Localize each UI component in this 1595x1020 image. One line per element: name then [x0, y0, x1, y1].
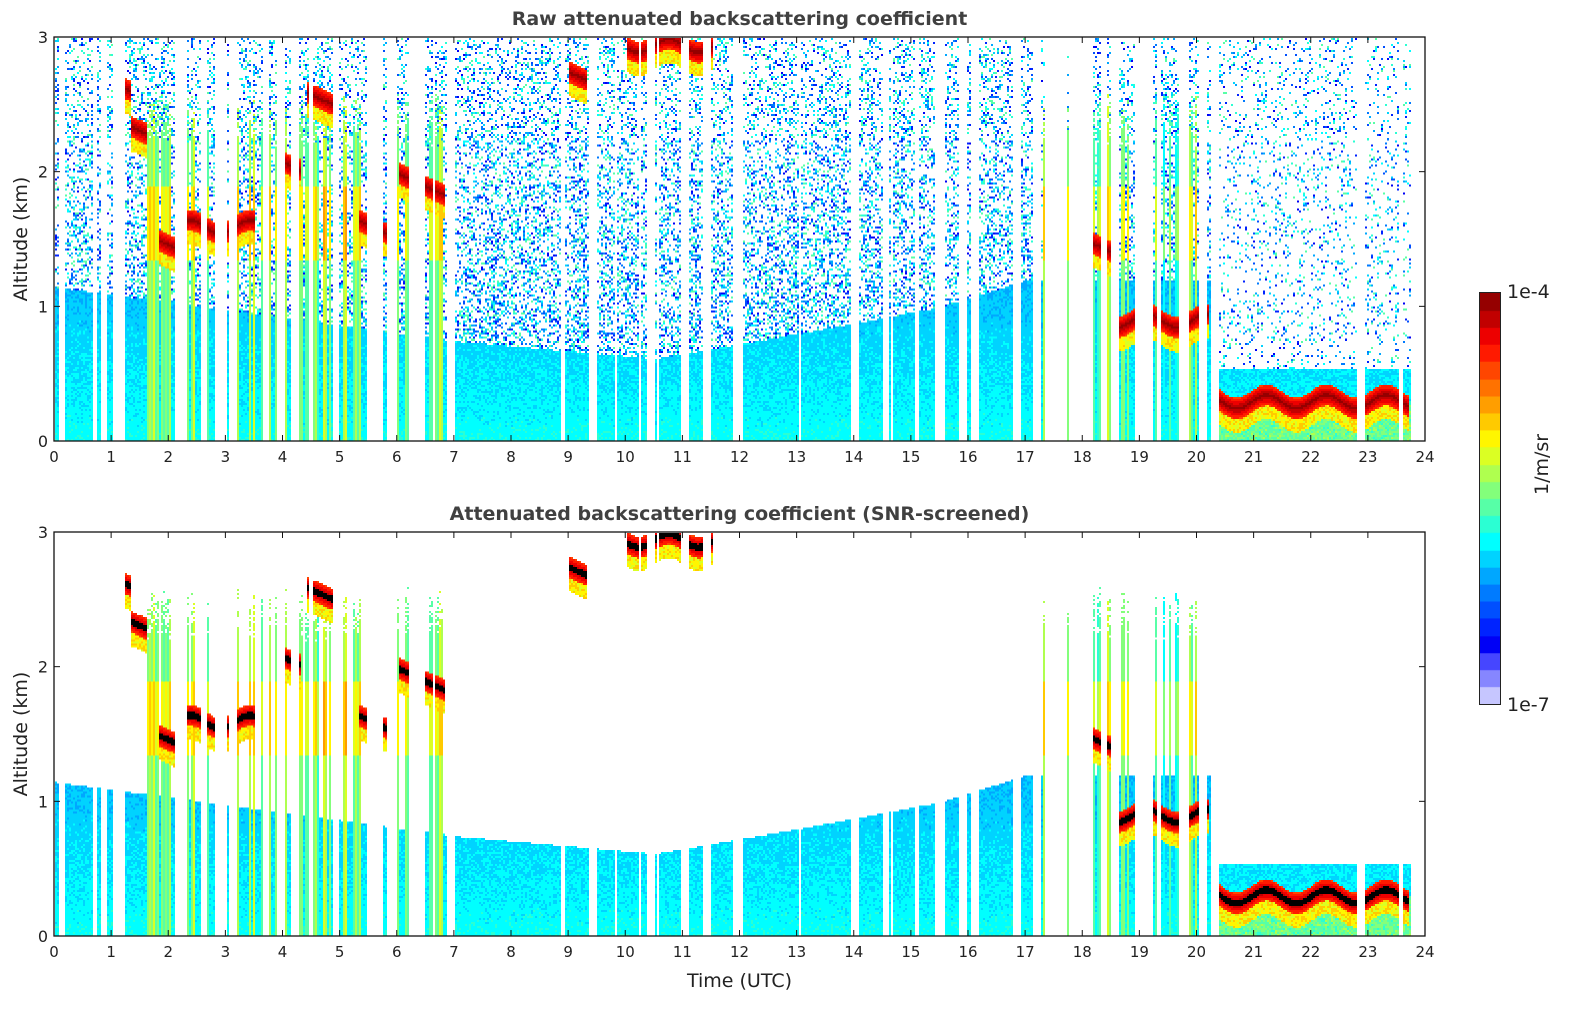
- x-tick-label: 2: [163, 943, 173, 961]
- x-tick-label: 14: [844, 943, 863, 961]
- x-tick-label: 23: [1358, 943, 1377, 961]
- axes-panel-0: 0 1 2 3 4 5 6 7 8 9 10 11 12 13 14 15 16 17 18 19 20 21 22 23 24…: [10, 28, 1435, 466]
- x-tick-label: 23: [1358, 448, 1377, 466]
- x-tick-label: 13: [787, 448, 806, 466]
- colorbar: [1479, 292, 1501, 705]
- y-tick-label: 2: [38, 163, 48, 182]
- heatmap-raw: [55, 38, 1425, 441]
- x-tick-label: 1: [106, 448, 116, 466]
- x-tick-label: 13: [787, 943, 806, 961]
- x-axis-label: Time (UTC): [686, 970, 792, 992]
- y-tick-label: 1: [38, 792, 48, 811]
- plot-frame: [53, 531, 1426, 937]
- plot-frame: [53, 36, 1426, 442]
- axes-panel-1: 0 1 2 3 4 5 6 7 8 9 10 11 12 13 14 15 16 17 18 19 20 21 22 23 24…: [10, 523, 1435, 992]
- x-tick-label: 21: [1244, 448, 1263, 466]
- x-tick-label: 5: [335, 943, 345, 961]
- x-tick-label: 18: [1073, 943, 1092, 961]
- x-tick-label: 8: [506, 943, 516, 961]
- x-tick-label: 3: [221, 448, 231, 466]
- x-tick-label: 9: [563, 448, 573, 466]
- x-tick-label: 12: [730, 448, 749, 466]
- y-tick-label: 1: [38, 297, 48, 316]
- heatmap-screened: [55, 533, 1425, 936]
- x-tick-label: 24: [1415, 448, 1434, 466]
- x-tick-label: 15: [901, 943, 920, 961]
- x-tick-label: 4: [278, 943, 288, 961]
- x-tick-label: 22: [1301, 943, 1320, 961]
- x-tick-label: 17: [1016, 448, 1035, 466]
- x-tick-label: 7: [449, 943, 459, 961]
- x-tick-label: 16: [958, 943, 977, 961]
- chart-title-screened: Attenuated backscattering coefficient (S…: [449, 503, 1030, 525]
- x-tick-label: 17: [1016, 943, 1035, 961]
- x-tick-label: 24: [1415, 943, 1434, 961]
- x-tick-label: 19: [1130, 448, 1149, 466]
- x-tick-label: 10: [616, 448, 635, 466]
- x-tick-label: 9: [563, 943, 573, 961]
- x-tick-label: 16: [958, 448, 977, 466]
- y-tick-label: 2: [38, 658, 48, 677]
- x-tick-label: 5: [335, 448, 345, 466]
- x-tick-label: 8: [506, 448, 516, 466]
- y-tick-label: 0: [38, 927, 48, 946]
- colorbar-gradient: [1480, 293, 1500, 704]
- x-tick-label: 7: [449, 448, 459, 466]
- y-tick-label: 3: [38, 28, 48, 47]
- x-tick-label: 6: [392, 448, 402, 466]
- x-tick-label: 2: [163, 448, 173, 466]
- x-tick-label: 1: [106, 943, 116, 961]
- x-tick-label: 4: [278, 448, 288, 466]
- x-tick-label: 15: [901, 448, 920, 466]
- chart-title-raw: Raw attenuated backscattering coefficien…: [511, 8, 968, 30]
- x-tick-label: 0: [49, 943, 59, 961]
- x-tick-label: 10: [616, 943, 635, 961]
- x-tick-label: 11: [673, 943, 692, 961]
- x-tick-label: 0: [49, 448, 59, 466]
- x-tick-label: 19: [1130, 943, 1149, 961]
- y-tick-label: 0: [38, 432, 48, 451]
- x-tick-label: 20: [1187, 943, 1206, 961]
- x-tick-label: 12: [730, 943, 749, 961]
- colorbar-max-label: 1e-4: [1507, 281, 1550, 303]
- x-tick-label: 6: [392, 943, 402, 961]
- x-tick-label: 14: [844, 448, 863, 466]
- x-tick-label: 20: [1187, 448, 1206, 466]
- colorbar-min-label: 1e-7: [1507, 694, 1550, 716]
- colorbar-unit-label: 1/m/sr: [1531, 433, 1553, 495]
- x-tick-label: 11: [673, 448, 692, 466]
- y-axis-label: Altitude (km): [10, 177, 32, 302]
- x-tick-label: 22: [1301, 448, 1320, 466]
- x-tick-label: 3: [221, 943, 231, 961]
- y-axis-label: Altitude (km): [10, 672, 32, 797]
- y-tick-label: 3: [38, 523, 48, 542]
- x-tick-label: 18: [1073, 448, 1092, 466]
- x-tick-label: 21: [1244, 943, 1263, 961]
